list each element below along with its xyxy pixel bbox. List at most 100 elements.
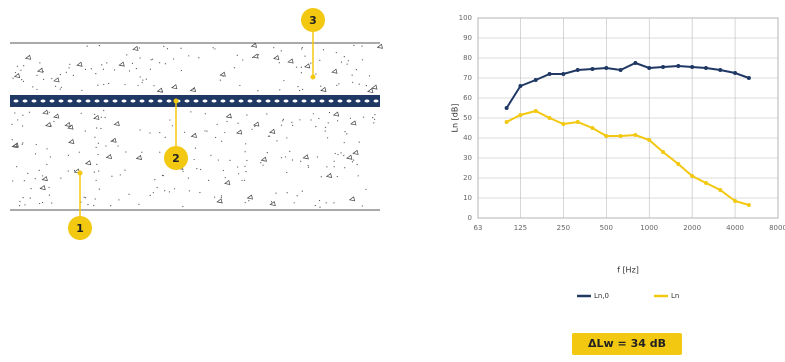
speck	[224, 132, 225, 133]
speck	[315, 205, 316, 206]
speck	[193, 88, 194, 89]
speck	[315, 73, 316, 74]
data-point	[619, 68, 623, 72]
speck	[271, 201, 272, 202]
speck	[169, 119, 170, 120]
speck	[220, 80, 221, 81]
data-point	[690, 65, 694, 69]
speck	[24, 204, 25, 205]
speck	[281, 125, 282, 126]
data-point	[704, 66, 708, 70]
speck	[244, 166, 245, 167]
speck	[363, 116, 364, 117]
speck	[357, 164, 358, 165]
layer-dot	[221, 100, 226, 103]
speck	[120, 174, 121, 175]
speck	[87, 46, 88, 47]
speck	[304, 56, 305, 57]
speck	[128, 194, 129, 195]
speck	[297, 86, 298, 87]
speck	[246, 160, 247, 161]
speck	[19, 205, 20, 206]
speck	[142, 79, 143, 80]
layer-dot	[14, 100, 19, 103]
layer-dot	[122, 100, 127, 103]
speck	[126, 54, 127, 55]
data-point	[647, 66, 651, 70]
speck	[114, 69, 115, 70]
speck	[60, 74, 61, 75]
speck	[16, 166, 17, 167]
speck	[289, 151, 290, 152]
speck	[194, 159, 195, 160]
speck	[344, 131, 345, 132]
speck	[190, 111, 191, 112]
speck	[125, 151, 126, 152]
speck	[43, 79, 44, 80]
y-tick-label: 20	[463, 174, 472, 182]
speck	[50, 156, 51, 157]
speck	[153, 85, 154, 86]
layer-dot	[257, 100, 262, 103]
speck	[111, 176, 112, 177]
data-point	[534, 109, 538, 113]
y-tick-label: 60	[463, 94, 472, 102]
speck	[117, 145, 118, 146]
speck	[173, 58, 174, 59]
speck	[84, 197, 85, 198]
speck	[214, 48, 215, 49]
x-tick-label: 2000	[683, 224, 701, 232]
data-point	[534, 78, 538, 82]
layer-dot	[266, 100, 271, 103]
speck	[181, 70, 182, 71]
speck	[159, 62, 160, 63]
speck	[95, 73, 96, 74]
speck	[283, 119, 284, 120]
callout-label: 3	[309, 14, 317, 27]
speck	[244, 180, 245, 181]
speck	[299, 90, 300, 91]
speck	[344, 142, 345, 143]
x-tick-label: 63	[474, 224, 483, 232]
speck	[22, 142, 23, 143]
layer-dot	[68, 100, 73, 103]
speck	[93, 205, 94, 206]
speck	[69, 64, 70, 65]
speck	[68, 170, 69, 171]
speck	[286, 172, 287, 173]
speck	[337, 154, 338, 155]
y-axis-label: Ln [dB]	[451, 104, 460, 133]
speck	[297, 195, 298, 196]
speck	[108, 83, 109, 84]
speck	[329, 112, 330, 113]
data-point	[733, 199, 737, 203]
data-point	[633, 133, 637, 137]
speck	[373, 122, 374, 123]
speck	[188, 55, 189, 56]
speck	[61, 87, 62, 88]
speck	[106, 62, 107, 63]
speck	[221, 141, 222, 142]
data-point	[661, 150, 665, 154]
speck	[335, 153, 336, 154]
speck	[146, 79, 147, 80]
speck	[199, 192, 200, 193]
speck	[46, 164, 47, 165]
layer-dot	[59, 100, 64, 103]
speck	[140, 76, 141, 77]
speck	[105, 117, 106, 118]
speck	[172, 125, 173, 126]
data-point	[604, 134, 608, 138]
speck	[74, 170, 75, 171]
speck	[36, 75, 37, 76]
speck	[336, 52, 337, 53]
speck	[326, 166, 327, 167]
speck	[12, 139, 13, 140]
speck	[347, 64, 348, 65]
data-point	[518, 113, 522, 117]
y-tick-label: 100	[459, 14, 472, 22]
speck	[60, 88, 61, 89]
data-point	[704, 181, 708, 185]
speck	[325, 127, 326, 128]
